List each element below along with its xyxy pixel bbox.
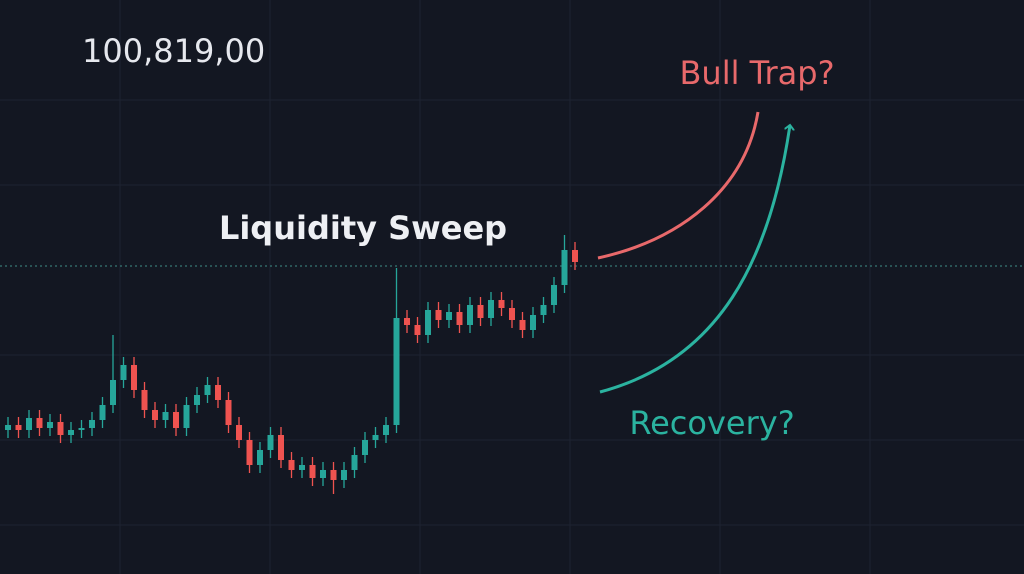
candle-body [561, 250, 568, 285]
candle-body [362, 440, 368, 455]
candle-body [488, 300, 494, 318]
candle-body [225, 400, 232, 425]
candle-body [47, 422, 53, 428]
candle-body [89, 420, 95, 428]
candle-body [194, 395, 200, 405]
candle-body [572, 250, 578, 262]
candle-body [383, 425, 389, 435]
candle-body [372, 435, 379, 440]
candle-body [204, 385, 211, 395]
candle-body [435, 310, 442, 320]
candle-body [288, 460, 295, 470]
candle-body [540, 305, 547, 315]
candles [5, 235, 578, 494]
candle-body [498, 300, 505, 308]
trap-label: Bull Trap? [679, 54, 834, 92]
candle-body [257, 450, 263, 465]
candle-body [519, 320, 526, 330]
candle-body [5, 425, 11, 430]
candle-body [173, 412, 179, 428]
price-label: 100,819,00 [82, 32, 265, 70]
candle-body [183, 405, 190, 428]
recovery-arrow [599, 125, 790, 394]
candle-body [267, 435, 274, 450]
candle-body [467, 305, 473, 325]
candle-body [509, 308, 515, 320]
candle-body [330, 470, 337, 480]
candle-body [299, 465, 305, 470]
candle-body [215, 385, 221, 400]
candle-body [456, 312, 463, 325]
candle-body [26, 418, 32, 430]
candle-body [236, 425, 242, 440]
candle-body [110, 380, 116, 405]
candle-body [278, 435, 284, 460]
candle-body [309, 465, 316, 478]
candle-body [36, 418, 43, 428]
candle-body [78, 428, 85, 430]
candle-body [162, 412, 169, 420]
candle-body [341, 470, 347, 480]
candle-body [246, 440, 253, 465]
candle-body [404, 318, 410, 325]
recovery-label: Recovery? [629, 404, 794, 442]
trap-curve [597, 111, 760, 260]
candle-body [15, 425, 22, 430]
sweep-label: Liquidity Sweep [219, 209, 507, 247]
candle-body [425, 310, 431, 335]
candle-body [351, 455, 358, 470]
candle-body [152, 410, 158, 420]
candle-body [68, 430, 74, 435]
candle-body [393, 318, 400, 425]
candle-body [141, 390, 148, 410]
candle-body [414, 325, 421, 335]
candle-body [120, 365, 127, 380]
candle-body [131, 365, 137, 390]
candle-body [551, 285, 557, 305]
candle-body [530, 315, 536, 330]
candle-body [477, 305, 484, 318]
candle-body [57, 422, 64, 435]
candle-body [446, 312, 452, 320]
candle-body [99, 405, 106, 420]
candle-body [320, 470, 326, 478]
